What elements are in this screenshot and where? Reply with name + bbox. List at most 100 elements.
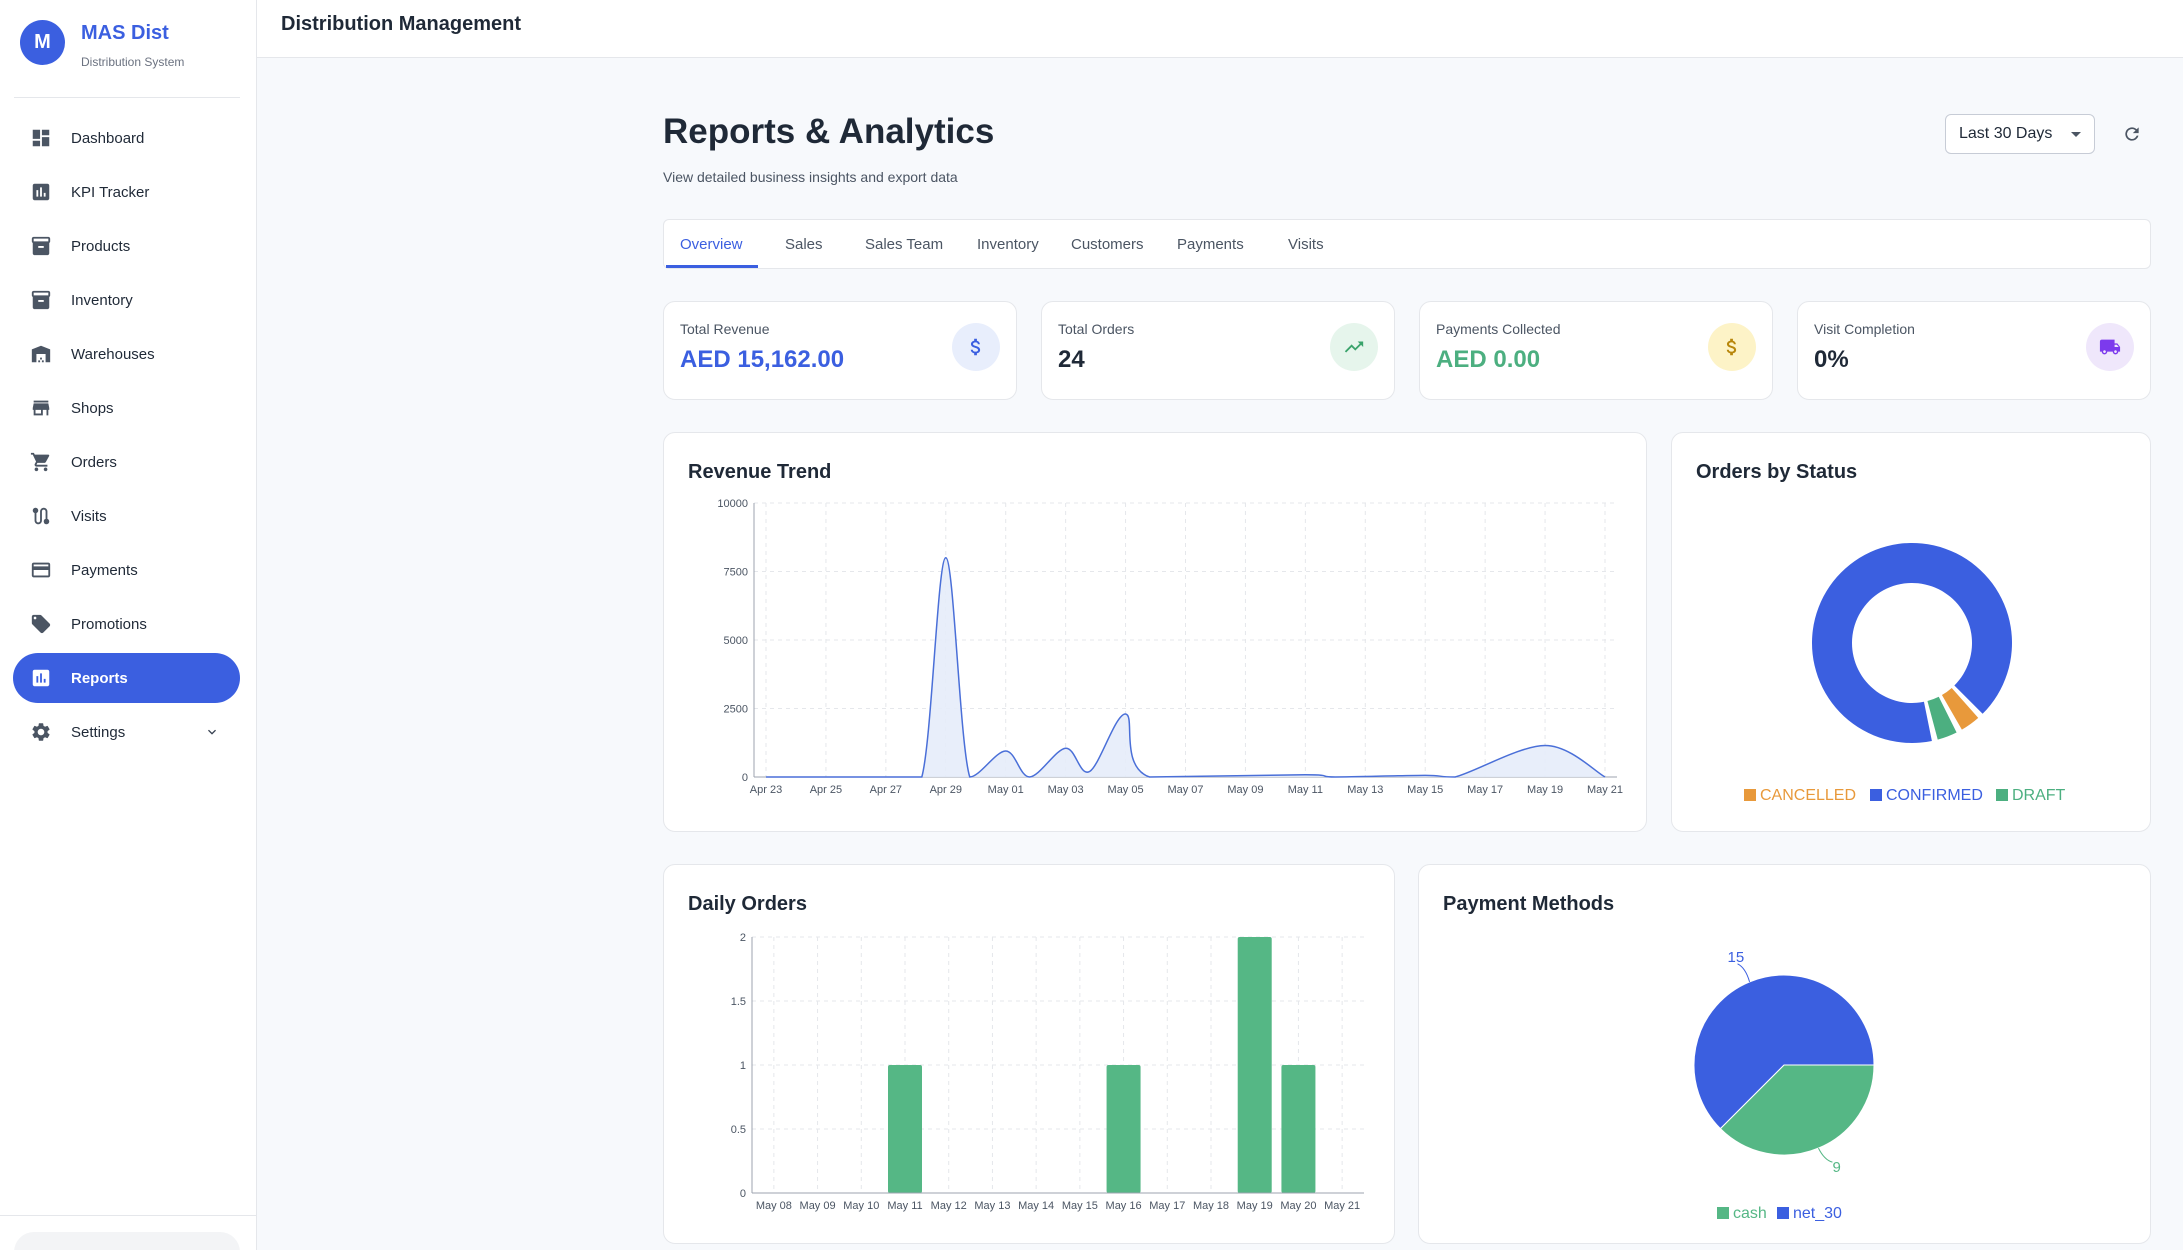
sidebar-item-kpi-tracker[interactable]: KPI Tracker (13, 167, 240, 217)
page-title: Reports & Analytics (663, 112, 995, 151)
cart-icon (30, 452, 50, 472)
x-tick-label: May 01 (988, 784, 1024, 796)
sidebar-item-shops[interactable]: Shops (13, 383, 240, 433)
y-tick-label: 5000 (724, 635, 748, 647)
x-tick-label: May 03 (1048, 784, 1084, 796)
user-profile-chip[interactable] (14, 1232, 240, 1250)
sidebar-item-warehouses[interactable]: Warehouses (13, 329, 240, 379)
archive-icon (31, 236, 51, 256)
callout-line (1817, 1147, 1833, 1163)
sidebar-item-orders[interactable]: Orders (13, 437, 240, 487)
x-tick-label: May 14 (1018, 1200, 1054, 1212)
x-tick-label: May 21 (1324, 1200, 1360, 1212)
legend-label: net_30 (1793, 1205, 1842, 1222)
tab-visits[interactable]: Visits (1288, 235, 1324, 253)
donut-slice-draft (1927, 696, 1957, 740)
dashboard-icon (30, 127, 52, 149)
y-tick-label: 2 (740, 932, 746, 944)
dollar-icon (1708, 323, 1756, 371)
tab-inventory[interactable]: Inventory (977, 235, 1039, 253)
truck-icon (2086, 323, 2134, 371)
x-tick-label: May 05 (1108, 784, 1144, 796)
caret-down-icon (2071, 132, 2081, 137)
sidebar-item-reports[interactable]: Reports (13, 653, 240, 703)
brand-title: MAS Dist (81, 22, 169, 44)
stat-card-total-revenue: Total Revenue AED 15,162.00 (663, 301, 1017, 400)
y-tick-label: 10000 (717, 498, 748, 510)
stat-value: 0% (1814, 346, 1849, 373)
panel-title: Daily Orders (688, 893, 807, 915)
stat-card-payments-collected: Payments Collected AED 0.00 (1419, 301, 1773, 400)
orders-by-status-panel: Orders by Status CANCELLED CONFIRMED DRAFT (1671, 432, 2151, 832)
bar-chart-icon (30, 181, 52, 203)
sidebar-item-label: Inventory (71, 291, 133, 309)
report-tabs: Overview Sales Sales Team Inventory Customer… (663, 219, 2151, 269)
bar (888, 1065, 922, 1193)
bar (1281, 1065, 1316, 1193)
legend-swatch (1870, 789, 1882, 801)
legend-swatch (1717, 1207, 1729, 1219)
brand[interactable]: M MAS Dist Distribution System (20, 20, 184, 69)
bar-chart-icon (32, 183, 50, 201)
x-tick-label: May 12 (931, 1200, 967, 1212)
tab-sales-team[interactable]: Sales Team (865, 235, 944, 253)
report-icon (32, 669, 50, 687)
bar (1237, 937, 1272, 1193)
legend-label: CANCELLED (1760, 787, 1856, 804)
x-tick-label: Apr 23 (750, 784, 782, 796)
sidebar-item-inventory[interactable]: Inventory (13, 275, 240, 325)
sidebar-item-label: Visits (71, 507, 107, 525)
dollar-icon (952, 323, 1000, 371)
stat-label: Total Revenue (680, 321, 770, 337)
stat-label: Visit Completion (1814, 321, 1915, 337)
bar (1106, 1065, 1141, 1193)
refresh-icon (2125, 127, 2139, 141)
pie-slice-net-30 (1693, 974, 1875, 1130)
sidebar-nav: Dashboard KPI Tracker Products Inventory War… (13, 113, 240, 761)
sidebar: M MAS Dist Distribution System Dashboard… (0, 0, 257, 1250)
sidebar-item-promotions[interactable]: Promotions (13, 599, 240, 649)
legend-swatch (1777, 1207, 1789, 1219)
warehouse-icon (30, 343, 52, 365)
y-tick-label: 1.5 (731, 996, 746, 1008)
x-tick-label: May 16 (1106, 1200, 1142, 1212)
revenue-trend-chart: 0 2500 5000 7500 10000 Apr 23 Apr 25 Apr 27 Apr … (717, 498, 1623, 796)
sidebar-item-payments[interactable]: Payments (13, 545, 240, 595)
x-tick-label: May 19 (1237, 1200, 1273, 1212)
tab-payments[interactable]: Payments (1177, 235, 1244, 253)
archive-icon (31, 290, 51, 310)
dashboard-icon (32, 129, 50, 147)
legend-swatch (1996, 789, 2008, 801)
refresh-button[interactable] (2117, 119, 2147, 149)
credit-card-icon (30, 559, 52, 581)
x-tick-label: May 17 (1149, 1200, 1185, 1212)
y-tick-label: 0 (742, 772, 748, 784)
x-tick-label: May 09 (800, 1200, 836, 1212)
sidebar-item-dashboard[interactable]: Dashboard (13, 113, 240, 163)
date-range-value: Last 30 Days (1959, 125, 2053, 142)
tag-icon (30, 613, 52, 635)
legend-swatch (1744, 789, 1756, 801)
sidebar-item-products[interactable]: Products (13, 221, 240, 271)
date-range-select[interactable]: Last 30 Days (1945, 114, 2095, 154)
trending-up-icon (1330, 323, 1378, 371)
active-tab-indicator (666, 265, 758, 268)
tab-sales[interactable]: Sales (785, 235, 823, 253)
tab-customers[interactable]: Customers (1071, 235, 1144, 253)
x-tick-label: May 15 (1062, 1200, 1098, 1212)
y-tick-label: 0 (740, 1188, 746, 1200)
app-title: Distribution Management (281, 13, 522, 35)
x-tick-label: May 20 (1280, 1200, 1316, 1212)
daily-orders-chart: 0 0.5 1 1.5 2 May 08 May 09 May 10 May 11 May 12 M… (731, 932, 1364, 1212)
store-icon (30, 397, 52, 419)
sidebar-item-label: Products (71, 237, 131, 255)
sidebar-item-settings[interactable]: Settings (13, 707, 240, 757)
panel-title: Orders by Status (1696, 461, 1858, 483)
pie-value-label: 9 (1832, 1159, 1840, 1176)
x-tick-label: Apr 27 (870, 784, 902, 796)
tab-overview[interactable]: Overview (680, 235, 743, 253)
tag-icon (31, 614, 51, 634)
y-tick-label: 1 (740, 1060, 746, 1072)
pie-slice-cash (1719, 1064, 1875, 1156)
sidebar-item-visits[interactable]: Visits (13, 491, 240, 541)
